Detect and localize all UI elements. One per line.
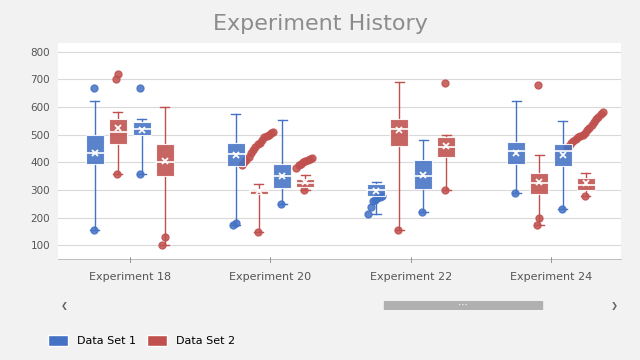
Bar [390,120,408,146]
Legend: Data Set 1, Data Set 2: Data Set 1, Data Set 2 [44,330,240,351]
Bar [132,122,150,135]
Bar [227,143,244,166]
Text: Experiment 20: Experiment 20 [229,272,312,282]
Text: Experiment History: Experiment History [212,14,428,35]
Bar [414,159,432,189]
Text: Experiment 22: Experiment 22 [370,272,452,282]
Bar [109,120,127,144]
Text: ❮: ❮ [60,301,67,310]
Bar [156,144,173,176]
Bar [554,144,572,166]
Bar [530,174,548,194]
Bar [273,164,291,188]
Bar [437,138,455,157]
Bar [367,184,385,195]
Bar [86,135,104,164]
Bar [250,189,268,194]
Bar [384,301,542,309]
Text: ⋯: ⋯ [458,300,468,310]
Bar [577,177,595,190]
Text: ❯: ❯ [611,301,618,310]
Bar [507,141,525,164]
Bar [296,179,314,186]
Text: Experiment 24: Experiment 24 [510,272,592,282]
Text: Experiment 18: Experiment 18 [88,272,171,282]
